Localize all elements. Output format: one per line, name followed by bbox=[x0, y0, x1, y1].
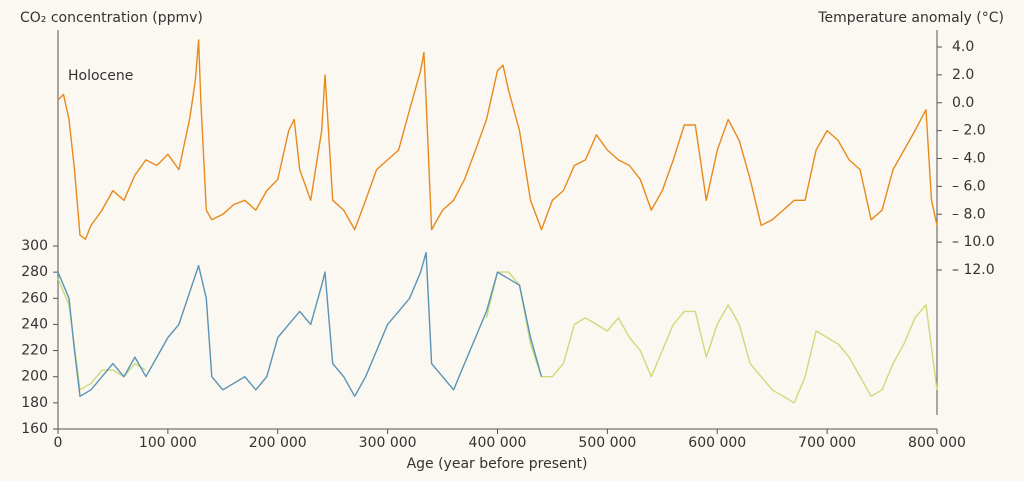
y-tick-label: 160 bbox=[21, 421, 48, 437]
y-tick-label: 300 bbox=[21, 238, 48, 254]
x-tick-label: 200 000 bbox=[249, 435, 307, 451]
x-tick-label: 0 bbox=[54, 435, 63, 451]
y2-tick-label: – 8.0 bbox=[952, 206, 986, 222]
y2-tick-label: 0.0 bbox=[952, 95, 974, 111]
x-tick-label: 700 000 bbox=[798, 435, 856, 451]
x-tick-label: 500 000 bbox=[578, 435, 636, 451]
y2-tick-label: 4.0 bbox=[952, 39, 974, 55]
y-tick-label: 220 bbox=[21, 343, 48, 359]
x-tick-label: 800 000 bbox=[908, 435, 966, 451]
y2-tick-label: – 12.0 bbox=[952, 262, 995, 278]
data-line bbox=[57, 39, 938, 240]
x-axis-title: Age (year before present) bbox=[407, 456, 588, 472]
x-tick-label: 300 000 bbox=[359, 435, 417, 451]
x-tick-label: 600 000 bbox=[688, 435, 746, 451]
y2-tick-label: – 6.0 bbox=[952, 178, 986, 194]
y2-tick-label: – 2.0 bbox=[952, 123, 986, 139]
y2-tick-label: – 4.0 bbox=[952, 151, 986, 167]
y-tick-label: 200 bbox=[21, 369, 48, 385]
y2-tick-label: – 10.0 bbox=[952, 234, 995, 250]
y2-tick-label: 2.0 bbox=[952, 67, 974, 83]
y-tick-label: 280 bbox=[21, 264, 48, 280]
y-axis-title: CO₂ concentration (ppmv) bbox=[20, 10, 203, 26]
y-tick-label: 180 bbox=[21, 395, 48, 411]
x-tick-label: 100 000 bbox=[139, 435, 197, 451]
data-line bbox=[57, 251, 543, 397]
y-tick-label: 260 bbox=[21, 290, 48, 306]
x-tick-label: 400 000 bbox=[469, 435, 527, 451]
y-tick-label: 240 bbox=[21, 316, 48, 332]
y2-axis-title: Temperature anomaly (°C) bbox=[817, 10, 1004, 26]
annotation: Holocene bbox=[68, 68, 133, 84]
